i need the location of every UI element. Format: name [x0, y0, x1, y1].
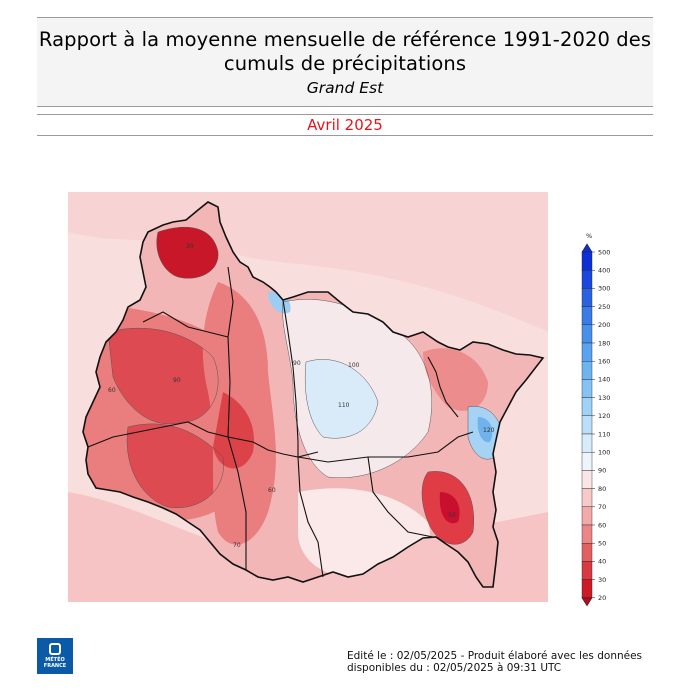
legend-band — [581, 470, 593, 489]
contour-label: 100 — [348, 362, 360, 369]
legend-tick-label: 20 — [598, 594, 606, 602]
legend-tick-label: 120 — [598, 412, 610, 420]
fill-south-alsace-core — [439, 492, 460, 524]
legend-bands — [581, 243, 593, 607]
contour-label: 120 — [483, 427, 495, 434]
contour-labels: 30 60 90 90 100 110 120 50 70 60 — [108, 243, 495, 549]
legend-tick-label: 180 — [598, 339, 610, 347]
fill-wet-east-core — [477, 417, 493, 443]
contour-label: 60 — [268, 487, 276, 494]
footer-edit-date: Edité le : 02/05/2025 - Produit élaboré … — [347, 650, 643, 662]
border-3 — [227, 266, 247, 570]
outer-zone-south — [68, 492, 548, 602]
legend-svg: % 500 400 300 250 200 180 160 140 130 120 110 100 90… — [581, 232, 610, 607]
border-4 — [227, 436, 319, 458]
region-name: Grand Est — [306, 79, 384, 97]
legend-tick-label: 300 — [598, 285, 610, 293]
border-2 — [87, 421, 229, 448]
legend-tick-label: 110 — [598, 430, 610, 438]
logo-line2: FRANCE — [43, 663, 67, 669]
logo-line1: MÉTÉO — [45, 657, 65, 663]
title-panel: Rapport à la moyenne mensuelle de référe… — [37, 17, 653, 107]
legend-band — [581, 579, 593, 599]
color-legend: % 500 400 300 250 200 180 160 140 130 120 110 100 90… — [574, 232, 634, 608]
legend-tick-label: 70 — [598, 503, 606, 511]
legend-arrow-top — [581, 243, 593, 253]
border-6 — [297, 431, 474, 463]
legend-band — [581, 561, 593, 580]
contour-label: 70 — [233, 542, 241, 549]
map-title-line1: Rapport à la moyenne mensuelle de référe… — [38, 28, 652, 51]
legend-tick-label: 500 — [598, 248, 610, 256]
legend-tick-label: 130 — [598, 394, 610, 402]
legend-tick-label: 400 — [598, 267, 610, 275]
legend-band — [581, 506, 593, 526]
legend-tick-label: 250 — [598, 303, 610, 311]
fill-central-core — [213, 392, 254, 469]
contour-label: 90 — [173, 377, 181, 384]
contour-2 — [126, 423, 224, 509]
footer-info: Edité le : 02/05/2025 - Produit élaboré … — [347, 650, 667, 674]
period-label: Avril 2025 — [37, 114, 653, 136]
fill-wet-center — [305, 359, 378, 439]
contour-4 — [304, 359, 379, 439]
legend-tick-label: 40 — [598, 558, 606, 566]
legend-tick-label: 50 — [598, 540, 606, 548]
legend-tick-label: 90 — [598, 467, 606, 475]
legend-band — [581, 379, 593, 398]
contour-5 — [421, 471, 475, 545]
legend-tick-label: 140 — [598, 376, 610, 384]
legend-band — [581, 488, 593, 508]
border-8 — [297, 456, 324, 578]
legend-band — [581, 251, 593, 271]
legend-band — [581, 451, 593, 471]
contour-label: 50 — [448, 512, 456, 519]
legend-tick-label: 30 — [598, 576, 606, 584]
legend-tick-label: 80 — [598, 485, 606, 493]
legend-band — [581, 360, 593, 380]
precipitation-map: 30 60 90 90 100 110 120 50 70 60 — [68, 192, 548, 602]
contour-7 — [156, 226, 219, 279]
map-title-line2: cumuls de précipitations — [223, 52, 467, 75]
border-7 — [427, 356, 459, 418]
legend-band — [581, 306, 593, 325]
legend-arrow-bottom — [581, 597, 593, 607]
meteo-france-logo: MÉTÉO FRANCE — [37, 638, 73, 674]
legend-band — [581, 342, 593, 362]
contour-label: 60 — [108, 387, 116, 394]
department-borders — [87, 266, 474, 578]
legend-tick-label: 60 — [598, 521, 606, 529]
fill-core-west — [108, 328, 219, 424]
contour-label: 30 — [186, 243, 194, 250]
fill-north-alsace — [423, 348, 488, 411]
fill-ardennes — [156, 227, 219, 279]
footer-data-date: disponibles du : 02/05/2025 à 09:31 UTC — [347, 662, 562, 674]
legend-ticks: 500 400 300 250 200 180 160 140 130 120 110 100 90 80… — [592, 248, 610, 602]
legend-tick-label: 200 — [598, 321, 610, 329]
map-svg: 30 60 90 90 100 110 120 50 70 60 — [68, 192, 548, 602]
region-outline — [82, 201, 545, 588]
border-9 — [367, 456, 434, 538]
contour-label: 90 — [293, 360, 301, 367]
legend-band — [581, 324, 593, 344]
border-1 — [142, 311, 229, 338]
legend-band — [581, 524, 593, 544]
fill-core-southwest — [127, 423, 224, 508]
legend-band — [581, 397, 593, 417]
legend-band — [581, 270, 593, 289]
legend-band — [581, 543, 593, 562]
contour-label: 110 — [338, 402, 350, 409]
legend-band — [581, 433, 593, 453]
legend-band — [581, 288, 593, 307]
legend-unit: % — [586, 232, 592, 240]
border-5 — [282, 299, 299, 457]
legend-tick-label: 160 — [598, 358, 610, 366]
logo-icon — [49, 643, 61, 655]
legend-tick-label: 100 — [598, 449, 610, 457]
legend-band — [581, 415, 593, 435]
contour-1 — [107, 327, 219, 425]
